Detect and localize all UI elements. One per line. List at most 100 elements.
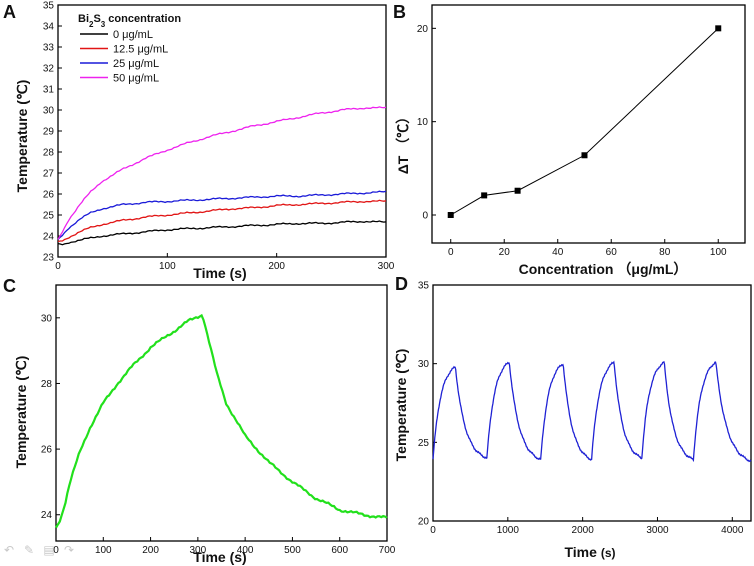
x-tick-label: 500 [284, 545, 301, 556]
x-tick-label: 0 [448, 247, 454, 258]
panel-d-ylabel: Temperature (℃) [393, 349, 409, 462]
y-tick-label: 32 [43, 64, 55, 75]
panel-c-ylabel: Temperature (℃) [13, 356, 29, 469]
series-line [432, 360, 752, 463]
data-point [715, 25, 722, 32]
y-tick-label: 20 [417, 24, 429, 35]
x-tick-label: 400 [237, 545, 254, 556]
y-tick-label: 30 [418, 359, 430, 370]
y-tick-label: 25 [43, 211, 55, 222]
y-tick-label: 25 [418, 438, 430, 449]
image-toolbar: ↶ ✎ ▤ ↷ [2, 544, 76, 556]
panel-a-marks [57, 106, 387, 246]
x-tick-label: 80 [659, 247, 671, 258]
y-tick-label: 28 [41, 379, 53, 390]
data-point [447, 212, 454, 218]
y-tick-label: 26 [41, 445, 53, 456]
panel-b-xlabel: Concentration （μg/mL） [519, 261, 688, 277]
legend-entry: 50 μg/mL [113, 73, 159, 85]
panel-b-axes: 0 20 40 60 80 100 0 10 20 [417, 4, 746, 258]
series-line [57, 199, 387, 243]
x-tick-label: 4000 [721, 525, 744, 536]
undo-icon[interactable]: ↶ [3, 543, 15, 557]
y-tick-label: 26 [43, 190, 55, 201]
x-tick-label: 60 [606, 247, 618, 258]
plot-frame [55, 284, 388, 542]
panel-d-marks [432, 360, 752, 463]
x-tick-label: 200 [268, 261, 285, 272]
panel-a-ylabel: Temperature (℃) [14, 80, 30, 193]
panel-c: C 0 100 200 300 400 500 600 700 24 26 28 30 Time (s… [3, 276, 396, 565]
y-tick-label: 34 [43, 22, 55, 33]
y-tick-label: 30 [41, 313, 53, 324]
y-tick-label: 10 [417, 117, 429, 128]
legend-entry: 12.5 μg/mL [113, 44, 168, 56]
panel-d: D 0 1000 2000 3000 4000 20 25 30 35 Time (s) Temp… [393, 274, 752, 560]
y-tick-label: 31 [43, 85, 55, 96]
x-tick-label: 2000 [572, 525, 595, 536]
series-line [57, 106, 387, 240]
y-tick-label: 23 [43, 253, 55, 264]
data-point [581, 152, 588, 159]
panel-a-legend: Bi2S3 concentration 0 μg/mL 12.5 μg/mL 25 … [78, 13, 181, 85]
x-tick-label: 100 [159, 261, 176, 272]
panel-d-xlabel: Time (s) [564, 544, 615, 560]
series-line [450, 27, 719, 216]
x-tick-label: 100 [95, 545, 112, 556]
y-tick-label: 30 [43, 106, 55, 117]
series-line [57, 190, 387, 240]
panel-a: A 0 100 200 300 23 24 25 26 27 28 29 30 31 32 33 34 35 T… [3, 1, 395, 282]
y-tick-label: 35 [418, 281, 430, 292]
x-tick-label: 0 [55, 261, 61, 272]
panel-letter-d: D [395, 274, 408, 294]
panel-letter-a: A [3, 2, 16, 22]
legend-entry: 0 μg/mL [113, 29, 153, 41]
legend-items: 0 μg/mL 12.5 μg/mL 25 μg/mL 50 μg/mL [80, 29, 168, 85]
panel-a-axes: 0 100 200 300 23 24 25 26 27 28 29 30 31 32 33 34 35 [43, 1, 395, 273]
y-tick-label: 33 [43, 43, 55, 54]
x-tick-label: 300 [378, 261, 395, 272]
plot-frame [57, 4, 387, 258]
y-tick-label: 0 [422, 211, 428, 222]
panel-a-xlabel: Time (s) [193, 265, 246, 281]
pencil-icon[interactable]: ✎ [23, 543, 35, 557]
series-line [57, 220, 387, 246]
panel-letter-b: B [393, 2, 406, 22]
panel-d-axes: 0 1000 2000 3000 4000 20 25 30 35 [418, 281, 752, 536]
legend-title: Bi2S3 concentration [78, 13, 181, 29]
panel-b-ylabel: ΔT （℃） [395, 110, 411, 175]
x-tick-label: 3000 [646, 525, 669, 536]
x-tick-label: 100 [710, 247, 727, 258]
y-tick-label: 28 [43, 148, 55, 159]
y-tick-label: 20 [418, 517, 430, 528]
x-tick-label: 20 [499, 247, 511, 258]
panel-c-marks [55, 313, 388, 529]
y-tick-label: 27 [43, 169, 55, 180]
x-tick-label: 600 [331, 545, 348, 556]
x-tick-label: 0 [53, 545, 59, 556]
data-point [514, 187, 521, 194]
redo-icon[interactable]: ↷ [63, 543, 75, 557]
panel-c-xlabel: Time (s) [193, 549, 246, 565]
x-tick-label: 1000 [497, 525, 520, 536]
data-point [481, 192, 488, 199]
plot-frame [431, 4, 746, 244]
x-tick-label: 0 [430, 525, 436, 536]
y-tick-label: 29 [43, 127, 55, 138]
x-tick-label: 700 [379, 545, 396, 556]
panel-b: B 0 20 40 60 80 100 0 10 20 Concentration （μg/mL… [393, 2, 746, 277]
y-tick-label: 24 [43, 232, 55, 243]
print-icon[interactable]: ▤ [43, 543, 55, 557]
x-tick-label: 300 [190, 545, 207, 556]
y-tick-label: 24 [41, 510, 53, 521]
x-tick-label: 200 [142, 545, 159, 556]
x-tick-label: 40 [552, 247, 564, 258]
panel-letter-c: C [3, 276, 16, 296]
legend-entry: 25 μg/mL [113, 58, 159, 70]
y-tick-label: 35 [43, 1, 55, 12]
series-line [55, 313, 388, 529]
panel-b-marks [447, 25, 722, 218]
panel-c-axes: 0 100 200 300 400 500 600 700 24 26 28 30 [41, 284, 396, 556]
plot-frame [432, 284, 752, 522]
